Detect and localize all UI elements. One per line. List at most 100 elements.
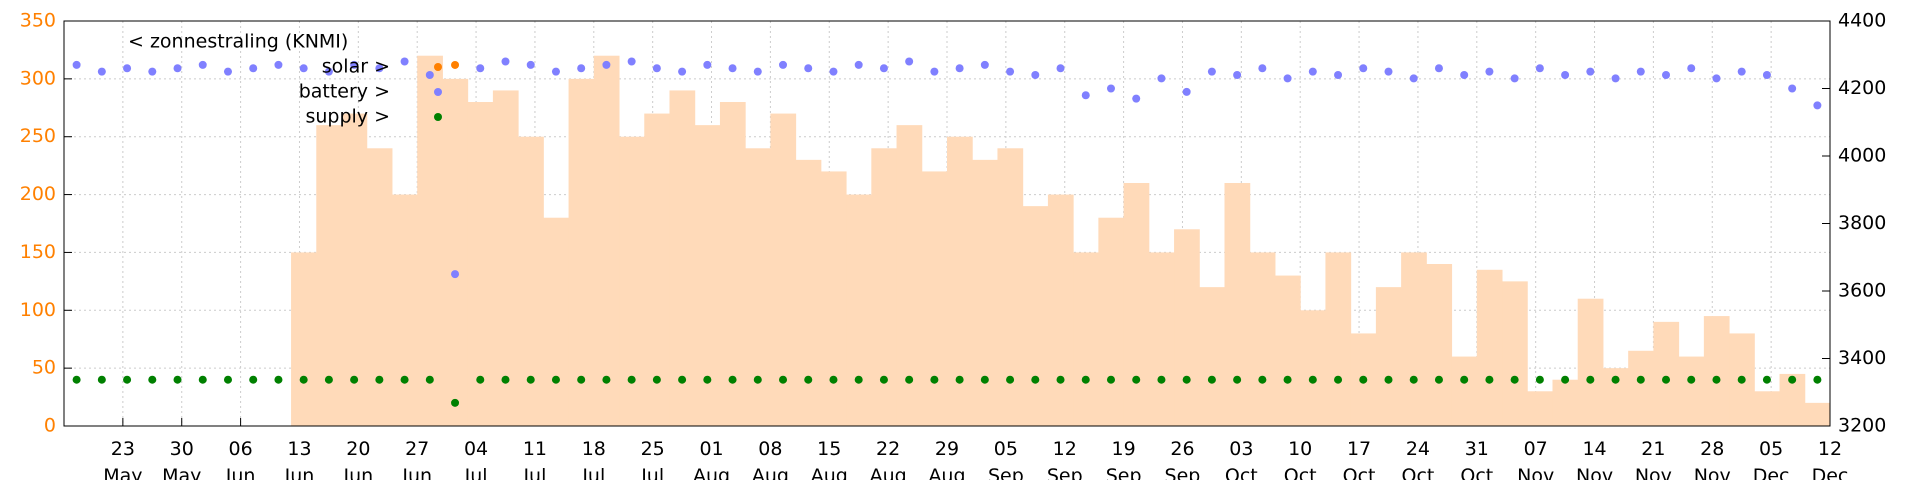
- radiation-bar: [1502, 281, 1528, 426]
- point: [551, 375, 560, 384]
- radiation-bar: [745, 148, 771, 427]
- point: [980, 60, 989, 69]
- point: [400, 375, 409, 384]
- point: [299, 64, 308, 73]
- radiation-bar: [1300, 310, 1326, 426]
- x-tick-label: 20 Jun: [342, 438, 373, 480]
- radiation-bar: [1224, 183, 1251, 426]
- radiation-bar: [1754, 391, 1781, 426]
- radiation-bar: [1022, 206, 1049, 426]
- x-tick-label: 15 Aug: [811, 438, 848, 480]
- point: [1662, 71, 1671, 79]
- point: [1384, 375, 1393, 384]
- y2-tick-label: 3600: [1838, 280, 1886, 302]
- point: [350, 60, 359, 69]
- radiation-bar: [391, 194, 418, 426]
- point: [1258, 375, 1267, 384]
- point: [1081, 91, 1090, 100]
- radiation-bar: [1375, 287, 1402, 426]
- point: [148, 67, 157, 76]
- point: [1737, 67, 1746, 76]
- x-tick-label: 13 Jun: [284, 438, 315, 480]
- legend-swatch: [434, 88, 442, 96]
- point: [577, 64, 586, 73]
- point: [375, 375, 384, 384]
- point: [627, 375, 636, 384]
- point: [1586, 375, 1595, 384]
- radiation-bar: [997, 148, 1024, 427]
- point: [1283, 74, 1292, 83]
- radiation-bar: [1098, 217, 1125, 426]
- radiation-bar: [1123, 183, 1150, 426]
- point: [324, 67, 333, 76]
- legend-label: supply >: [305, 106, 390, 128]
- point: [1157, 74, 1166, 83]
- y-tick-label: 100: [20, 299, 56, 321]
- point: [1561, 375, 1570, 384]
- y-tick-label: 350: [20, 10, 56, 32]
- x-tick-label: 03 Oct: [1225, 438, 1258, 480]
- radiation-bar: [1552, 379, 1579, 426]
- point: [1056, 375, 1065, 384]
- radiation-bar: [972, 159, 998, 426]
- point: [400, 57, 409, 66]
- point: [678, 375, 687, 384]
- point: [1207, 375, 1216, 384]
- x-tick-label: 07 Nov: [1517, 438, 1554, 480]
- point: [173, 375, 182, 384]
- y2-tick-label: 3400: [1838, 347, 1886, 369]
- point: [1334, 375, 1343, 384]
- point: [1132, 375, 1141, 384]
- point: [249, 375, 258, 384]
- point: [703, 60, 712, 69]
- point: [980, 375, 989, 384]
- point: [703, 375, 712, 384]
- point: [476, 64, 485, 73]
- point: [1510, 375, 1519, 384]
- point: [1813, 101, 1822, 110]
- point: [72, 375, 81, 384]
- point: [728, 375, 737, 384]
- point: [1662, 375, 1671, 384]
- x-tick-label: 28 Nov: [1694, 438, 1731, 480]
- point: [728, 64, 737, 73]
- point: [678, 67, 687, 76]
- point: [1788, 84, 1797, 93]
- point: [1106, 84, 1115, 93]
- point: [1334, 71, 1343, 79]
- point: [955, 64, 964, 73]
- radiation-bar: [1325, 252, 1352, 426]
- point: [1182, 87, 1191, 96]
- y2-tick-label: 4200: [1838, 77, 1886, 99]
- point: [1207, 67, 1216, 76]
- radiation-bar: [871, 148, 898, 427]
- point: [1712, 375, 1721, 384]
- point: [804, 375, 813, 384]
- x-tick-label: 30 May: [162, 438, 201, 480]
- x-tick-label: 10 Oct: [1284, 438, 1317, 480]
- radiation-bar: [492, 90, 519, 426]
- radiation-bar: [1249, 252, 1276, 426]
- radiation-bar: [719, 102, 746, 426]
- point: [324, 375, 333, 384]
- point: [451, 60, 460, 69]
- x-tick-label: 19 Sep: [1106, 438, 1142, 480]
- x-tick-label: 11 Jul: [522, 438, 547, 480]
- point: [1712, 74, 1721, 83]
- radiation-bar: [442, 78, 469, 426]
- point: [854, 375, 863, 384]
- plot-frame: [63, 20, 1831, 427]
- point: [425, 71, 434, 79]
- x-tick-label: 04 Jul: [464, 438, 489, 480]
- point: [753, 67, 762, 76]
- point: [1409, 375, 1418, 384]
- point: [602, 375, 611, 384]
- radiation-bar: [1199, 287, 1226, 426]
- x-tick-label: 06 Jun: [225, 438, 256, 480]
- point: [1081, 375, 1090, 384]
- point: [1485, 375, 1494, 384]
- point: [1460, 71, 1469, 79]
- point: [652, 375, 661, 384]
- point: [1788, 375, 1797, 384]
- point: [350, 375, 359, 384]
